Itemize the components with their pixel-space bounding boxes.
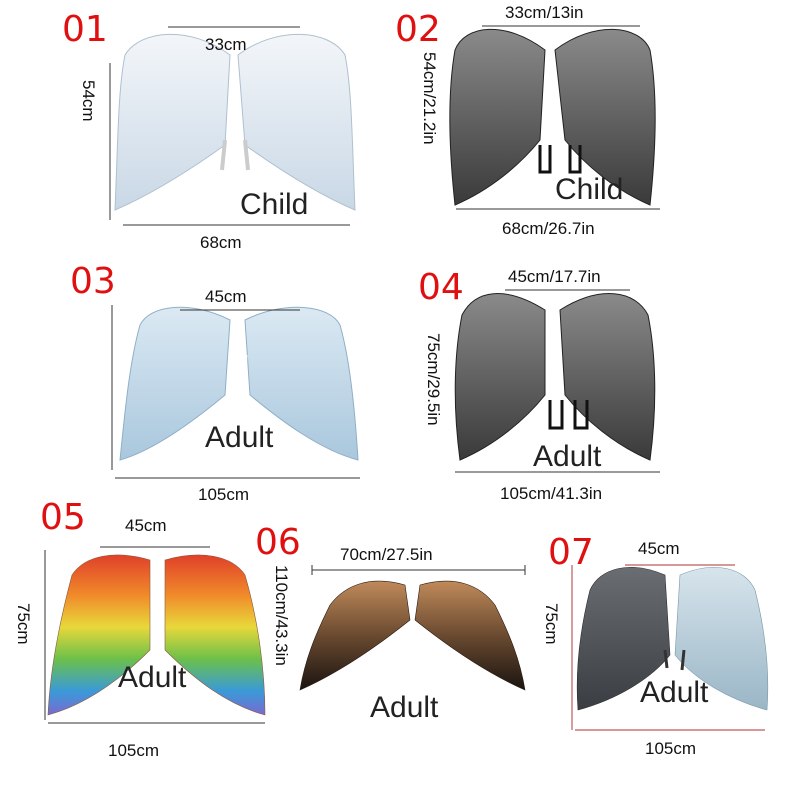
height-06: 110cm/43.3in (272, 565, 291, 666)
product-number-02: 02 (395, 9, 441, 50)
size-label-06: Adult (370, 691, 439, 724)
bottom-width-04: 105cm/41.3in (500, 484, 603, 503)
height-02: 54cm/21.2in (420, 52, 439, 145)
size-label-03: Adult (205, 421, 274, 454)
top-width-01: 33cm (205, 35, 247, 54)
size-label-07: Adult (640, 676, 709, 709)
height-07: 75cm (542, 603, 561, 645)
product-number-07: 07 (548, 532, 594, 573)
bottom-width-05: 105cm (108, 741, 160, 760)
size-label-05: Adult (118, 661, 187, 694)
height-04: 75cm/29.5in (424, 333, 443, 426)
product-number-03: 03 (70, 261, 116, 302)
size-label-01: Child (240, 188, 309, 221)
product-number-01: 01 (62, 9, 108, 50)
size-label-02: Child (555, 173, 624, 206)
top-width-04: 45cm/17.7in (508, 267, 601, 286)
top-width-06: 70cm/27.5in (340, 545, 433, 564)
size-label-04: Adult (533, 440, 602, 473)
bottom-width-03: 105cm (198, 485, 250, 504)
top-width-05: 45cm (125, 516, 167, 535)
top-width-07: 45cm (638, 539, 680, 558)
wing-04-image (454, 293, 656, 461)
product-number-06: 06 (255, 522, 301, 563)
height-05: 75cm (14, 603, 33, 645)
bottom-width-07: 105cm (645, 739, 697, 758)
bottom-width-02: 68cm/26.7in (502, 219, 595, 238)
bottom-width-01: 68cm (200, 233, 242, 252)
product-number-05: 05 (40, 497, 86, 538)
height-01: 54cm (79, 80, 98, 122)
wing-03-image (119, 306, 359, 461)
top-width-03: 45cm (205, 287, 247, 306)
product-number-04: 04 (418, 267, 464, 308)
wing-02-image (449, 28, 656, 206)
wing-01-image (114, 33, 356, 211)
top-width-02: 33cm/13in (505, 3, 584, 22)
wing-05-image (47, 554, 266, 716)
wing-07-image (576, 567, 769, 711)
wing-06-image (299, 580, 526, 691)
